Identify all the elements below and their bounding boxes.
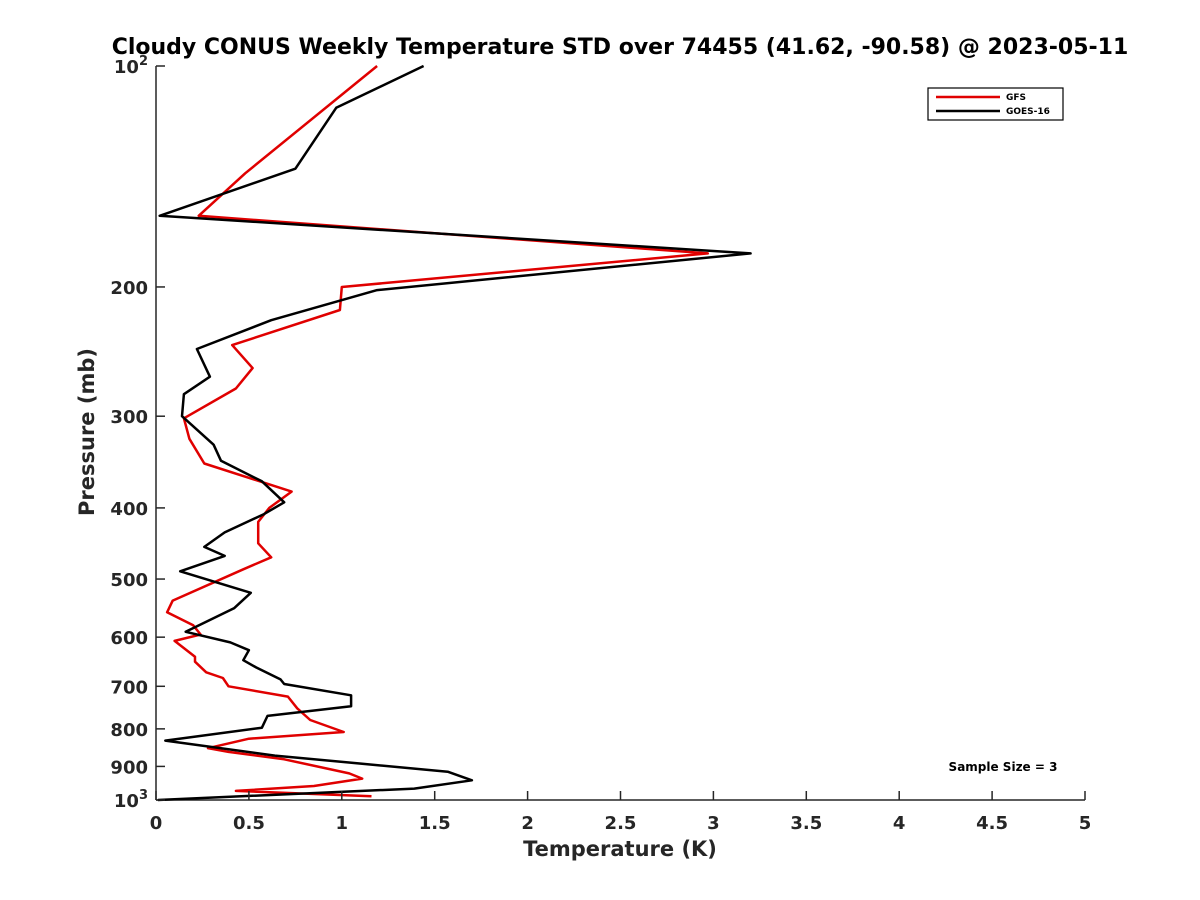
x-tick-label: 3 (707, 813, 720, 834)
x-tick-label: 0 (150, 813, 163, 834)
legend: GFS GOES-16 (927, 87, 1064, 121)
y-tick-label: 700 (110, 677, 148, 698)
y-tick-label: 103 (114, 788, 148, 812)
x-tick-label: 2.5 (605, 813, 637, 834)
plot-area: 0 0.5 1 1.5 2 2.5 3 3.5 4 4.5 5 102 200 300 400 500 600… (110, 54, 1091, 834)
sample-size-annotation: Sample Size = 3 (949, 760, 1058, 774)
legend-label-goes-16: GOES-16 (1006, 107, 1050, 117)
y-tick-label: 102 (114, 54, 148, 78)
legend-label-gfs: GFS (1006, 93, 1026, 103)
y-axis-ticks: 102 200 300 400 500 600 700 800 900 103 (110, 54, 165, 812)
legend-box (927, 87, 1064, 121)
chart-title: Cloudy CONUS Weekly Temperature STD over… (112, 35, 1129, 60)
y-tick-label: 600 (110, 628, 148, 649)
x-tick-label: 4 (893, 813, 906, 834)
x-tick-label: 4.5 (976, 813, 1008, 834)
x-axis-ticks: 0 0.5 1 1.5 2 2.5 3 3.5 4 4.5 5 (150, 791, 1092, 834)
y-tick-label: 300 (110, 407, 148, 428)
y-axis-label: Pressure (mb) (75, 348, 99, 516)
y-tick-label: 400 (110, 499, 148, 520)
y-tick-label: 500 (110, 570, 148, 591)
y-tick-label: 200 (110, 278, 148, 299)
x-tick-label: 1 (336, 813, 349, 834)
series-line-gfs (165, 65, 710, 798)
y-tick-label: 900 (110, 757, 148, 778)
x-axis-label: Temperature (K) (523, 837, 717, 861)
x-tick-label: 2 (521, 813, 534, 834)
x-tick-label: 0.5 (233, 813, 265, 834)
x-tick-label: 3.5 (790, 813, 822, 834)
y-tick-label: 800 (110, 720, 148, 741)
series-line-goes-16 (157, 64, 752, 802)
x-tick-label: 1.5 (419, 813, 451, 834)
x-tick-label: 5 (1079, 813, 1092, 834)
series-layer (157, 64, 752, 802)
